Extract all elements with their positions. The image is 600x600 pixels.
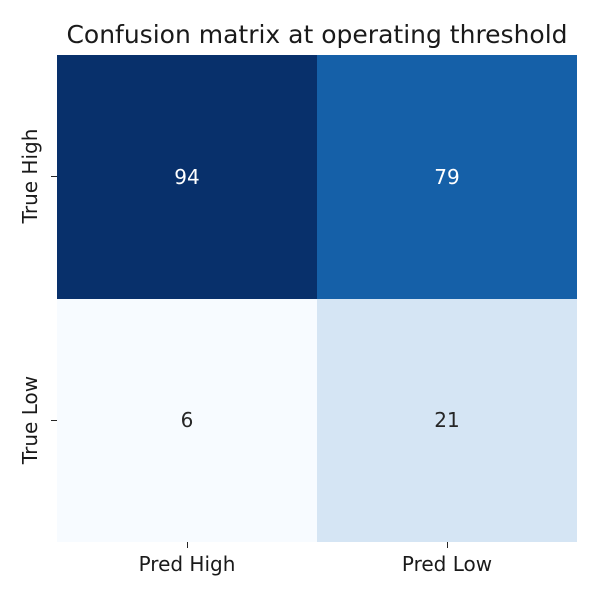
y-axis-tick-mark (51, 420, 57, 421)
y-axis-tick-label-true-high: True High (18, 128, 42, 224)
heatmap-cell-true-high-pred-low: 79 (317, 55, 577, 299)
y-axis-tick-mark (51, 176, 57, 177)
heatmap-cell-true-low-pred-high: 6 (57, 298, 317, 542)
heatmap-cell-true-high-pred-high: 94 (57, 55, 317, 299)
x-axis-tick-mark (187, 542, 188, 548)
y-axis-tick-label-true-low: True Low (18, 375, 42, 465)
x-axis-tick-mark (447, 542, 448, 548)
heatmap-cell-true-low-pred-low: 21 (317, 298, 577, 542)
chart-title: Confusion matrix at operating threshold (66, 20, 568, 49)
x-axis-tick-label-pred-high: Pred High (138, 552, 236, 576)
heatmap-grid: 94 79 6 21 (57, 55, 577, 542)
x-axis-tick-label-pred-low: Pred Low (401, 552, 493, 576)
